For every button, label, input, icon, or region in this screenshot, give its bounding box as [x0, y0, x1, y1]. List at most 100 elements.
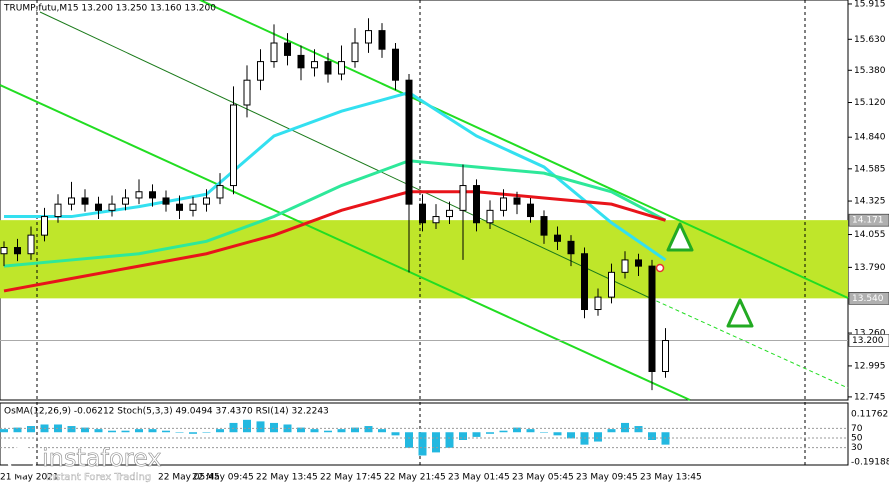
candle-body: [257, 61, 264, 81]
osma-bar: [162, 430, 170, 433]
candle-body: [297, 54, 305, 69]
price-tag: [848, 334, 889, 347]
x-tick-label: 22 May 13:45: [256, 473, 318, 483]
candle-body: [446, 209, 453, 218]
level-tick-label: 50: [851, 434, 863, 444]
candle-body: [365, 30, 372, 44]
osma-bar: [378, 429, 386, 433]
trend-line: [0, 84, 691, 401]
osma-bar: [621, 422, 629, 433]
osma-bar: [297, 427, 305, 433]
candle-body: [149, 191, 156, 199]
candle-body: [54, 203, 62, 218]
candle-body: [567, 240, 575, 255]
candle-body: [230, 104, 237, 187]
candle-body: [270, 42, 278, 63]
candle-body: [68, 197, 75, 205]
candle-body: [351, 42, 359, 63]
candle-body: [41, 216, 48, 236]
candle-body: [0, 247, 8, 255]
price-tag-label: 13.200: [852, 336, 884, 346]
candle-body: [635, 259, 642, 267]
candle-body: [621, 259, 629, 273]
buy-arrow: [666, 222, 694, 252]
osma-bar: [499, 430, 508, 433]
osma-bar: [243, 419, 251, 433]
level-tick-label: 30: [851, 443, 863, 453]
osma-bar: [486, 432, 494, 434]
osma-tick-label: -0.19188: [851, 458, 889, 468]
y-tick-label: 14.585: [854, 164, 886, 174]
candle-body: [216, 185, 224, 199]
osma-bar: [432, 432, 440, 453]
osma-bar: [0, 429, 8, 433]
price-pane: [0, 0, 849, 401]
y-tick-label: 14.055: [854, 230, 886, 240]
candle-body: [473, 185, 480, 224]
osma-bar: [27, 426, 35, 433]
candle-body: [500, 197, 507, 211]
osma-bar: [13, 427, 22, 433]
y-tick-label: 14.840: [854, 133, 886, 143]
candle-body: [311, 61, 318, 69]
osma-bar: [351, 427, 359, 433]
candle-body: [135, 191, 143, 199]
osma-bar: [634, 426, 643, 433]
logo-icon: [7, 446, 37, 476]
candle-body: [95, 203, 102, 211]
x-tick-label: 23 May 09:45: [576, 473, 638, 483]
osma-bar: [256, 421, 265, 433]
candle-body: [419, 203, 426, 224]
y-tick-label: 14.325: [854, 197, 886, 207]
osma-bar: [513, 427, 521, 433]
candle-body: [581, 253, 588, 311]
osma-bar: [229, 422, 238, 433]
x-tick-label: 22 May 05:45: [158, 473, 220, 483]
y-tick-label: 15.120: [854, 98, 886, 108]
osma-bar: [135, 429, 143, 433]
y-tick-label: 13.260: [854, 329, 886, 339]
price-tag: [848, 292, 889, 305]
osma-bar: [567, 432, 575, 439]
candle-body: [108, 203, 116, 211]
trend-line: [39, 11, 651, 299]
x-tick-label: 22 May 21:45: [384, 473, 446, 483]
price-tag-label: 14.171: [852, 216, 884, 226]
osma-bar: [324, 430, 332, 433]
osma-bar: [472, 432, 481, 437]
x-tick-label: 23 May 13:45: [640, 473, 702, 483]
candle-body: [527, 203, 534, 218]
osma-bar: [175, 432, 184, 433]
candle-body: [432, 216, 440, 224]
moving-average: [3, 190, 666, 293]
candle-body: [662, 340, 669, 372]
candle-body: [162, 197, 170, 205]
osma-bar: [405, 432, 413, 448]
osma-bar: [108, 430, 116, 433]
zone-layer: [0, 220, 848, 299]
osma-bar: [445, 432, 454, 448]
y-tick-label: 15.630: [854, 35, 886, 45]
candle-body: [243, 79, 251, 106]
logo-tagline: Instant Forex Trading: [46, 472, 151, 483]
candle-body: [176, 203, 183, 211]
moving-average: [3, 159, 667, 268]
y-tick-label: 13.790: [854, 263, 886, 273]
x-tick-label: 23 May 01:45: [448, 473, 510, 483]
candle-body: [14, 247, 21, 255]
price-tag: [848, 213, 889, 227]
x-tick-label: 21 May 2021: [0, 473, 59, 483]
candle-body: [27, 234, 35, 255]
candle-body: [284, 42, 291, 56]
logo: instaforex Instant Forex Trading: [7, 444, 162, 483]
osma-bar: [540, 432, 548, 433]
price-tag-label: 13.540: [852, 294, 884, 304]
osma-bar: [310, 429, 319, 433]
indicator-title: OsMA(12,26,9) -0.06212 Stoch(5,3,3) 49.0…: [4, 407, 329, 417]
osma-bar: [553, 432, 562, 436]
osma-bar: [283, 424, 292, 433]
level-tick-label: 70: [851, 424, 863, 434]
osma-bar: [81, 427, 89, 433]
osma-bar: [526, 429, 535, 433]
